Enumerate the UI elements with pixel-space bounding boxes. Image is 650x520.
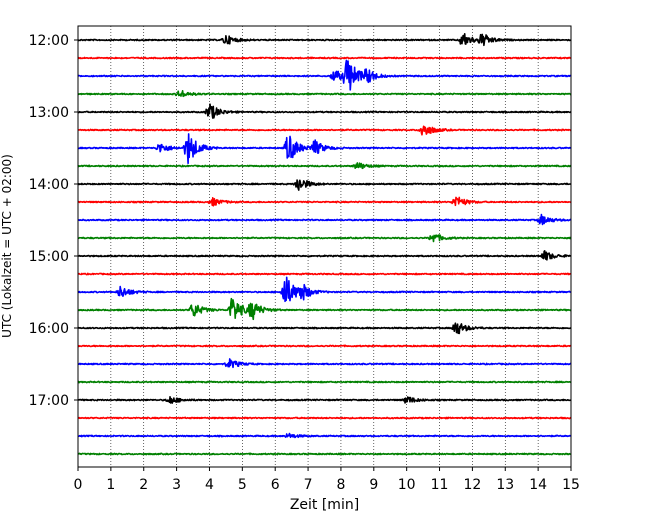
trace-1215	[77, 56, 572, 60]
y-tick-label: 13:00	[29, 105, 69, 121]
trace-1430	[77, 213, 572, 226]
x-axis-ticks: 0 1 2 3 4 5 6 7 8 9 10 11 12 13 14 15	[74, 467, 580, 493]
trace-1200	[77, 33, 572, 47]
x-tick-label: 9	[369, 477, 378, 493]
x-tick-label: 0	[74, 477, 83, 493]
trace-1500	[77, 250, 572, 261]
trace-1645	[77, 380, 572, 384]
y-tick-label: 16:00	[29, 321, 69, 337]
x-tick-label: 5	[238, 477, 247, 493]
x-tick-label: 14	[529, 477, 547, 493]
trace-1530	[77, 276, 572, 303]
plot-frame	[77, 25, 572, 468]
trace-1315	[77, 125, 572, 136]
trace-1700	[77, 395, 572, 404]
x-axis-label: Zeit [min]	[290, 497, 359, 513]
trace-1745	[77, 452, 572, 456]
x-tick-label: 10	[398, 477, 416, 493]
x-tick-label: 8	[336, 477, 345, 493]
y-tick-label: 15:00	[29, 249, 69, 265]
y-axis-ticks: 12:00 13:00 14:00 15:00 16:00 17:00	[29, 33, 78, 409]
x-tick-label: 1	[106, 477, 115, 493]
x-tick-label: 4	[205, 477, 214, 493]
seismic-traces	[77, 33, 572, 456]
x-tick-label: 7	[304, 477, 313, 493]
trace-1445	[77, 234, 572, 243]
trace-1230	[77, 59, 572, 91]
x-tick-label: 11	[431, 477, 449, 493]
trace-1245	[77, 90, 572, 98]
trace-1615	[77, 344, 572, 348]
x-tick-label: 6	[271, 477, 280, 493]
x-tick-label: 3	[172, 477, 181, 493]
x-tick-label: 2	[139, 477, 148, 493]
trace-1300	[77, 103, 572, 119]
trace-1545	[77, 297, 572, 321]
trace-1515	[77, 272, 572, 276]
y-tick-label: 17:00	[29, 393, 69, 409]
trace-1715	[77, 416, 572, 420]
x-tick-label: 15	[562, 477, 580, 493]
x-tick-label: 12	[463, 477, 481, 493]
trace-1345	[77, 162, 572, 170]
trace-1400	[77, 179, 572, 191]
y-tick-label: 12:00	[29, 33, 69, 49]
y-tick-label: 14:00	[29, 177, 69, 193]
trace-1330	[77, 133, 572, 165]
trace-1415	[77, 196, 572, 207]
x-tick-label: 13	[496, 477, 514, 493]
trace-1630	[77, 358, 572, 369]
trace-1600	[77, 322, 572, 335]
y-axis-label: UTC (Lokalzeit = UTC + 02:00)	[0, 154, 14, 338]
trace-1730	[77, 432, 572, 439]
